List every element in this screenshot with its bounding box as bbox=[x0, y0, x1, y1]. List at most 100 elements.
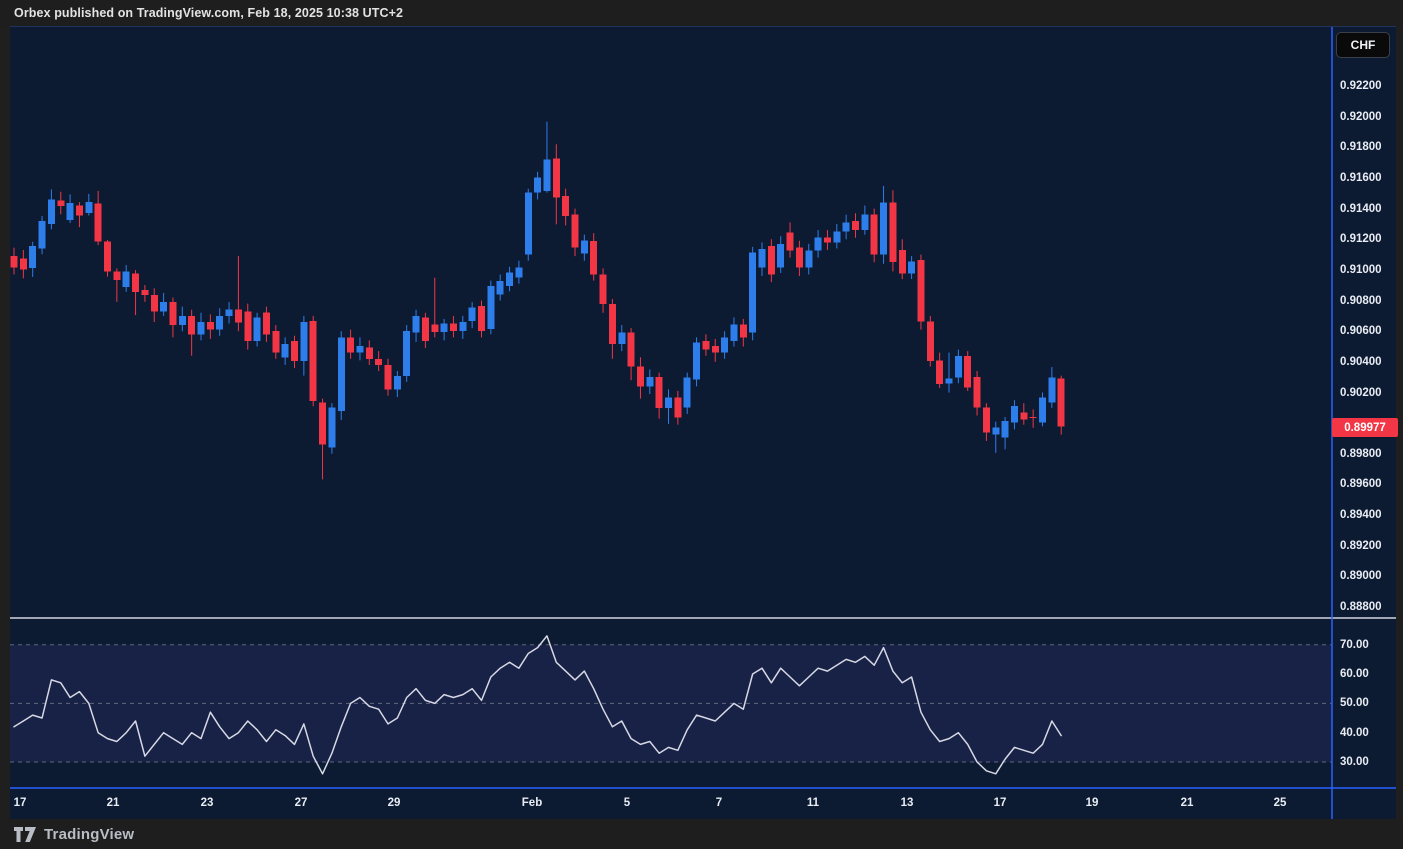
price-tick-label: 0.91200 bbox=[1340, 233, 1382, 246]
candle-body bbox=[693, 342, 701, 380]
candle-body bbox=[47, 199, 55, 224]
rsi-line bbox=[13, 635, 1062, 775]
candle-body bbox=[833, 231, 841, 243]
time-tick-label: 17 bbox=[993, 797, 1007, 809]
candle-body bbox=[1039, 397, 1046, 423]
candle-body bbox=[674, 397, 682, 418]
candle-body bbox=[244, 311, 252, 342]
price-axis[interactable]: 0.92200 0.92000 0.91800 0.91600 0.91400 0.912… bbox=[1340, 27, 1403, 788]
candle-body bbox=[964, 355, 972, 388]
candle-body bbox=[347, 337, 355, 353]
candle-body bbox=[319, 402, 327, 445]
candle-body bbox=[169, 302, 177, 326]
candle-body bbox=[889, 202, 897, 263]
time-axis[interactable]: 17 21 23 27 29 Feb 5 7 11 13 17 19 21 25 bbox=[10, 789, 1396, 820]
candle-body bbox=[1048, 377, 1056, 403]
candle-body bbox=[711, 346, 719, 353]
time-tick-label: 29 bbox=[387, 797, 401, 809]
candle-body bbox=[552, 158, 560, 198]
candle-body bbox=[749, 252, 757, 333]
candle-body bbox=[29, 245, 37, 269]
candle-body bbox=[683, 377, 691, 408]
price-tick-label: 0.92200 bbox=[1340, 80, 1382, 92]
candle-body bbox=[75, 205, 83, 216]
candle-body bbox=[113, 271, 121, 281]
price-tick-label: 0.90400 bbox=[1340, 355, 1382, 368]
candle-body bbox=[880, 202, 888, 255]
candle-body bbox=[580, 240, 588, 254]
candle-body bbox=[272, 330, 280, 353]
publish-note: Orbex published on TradingView.com, Feb … bbox=[14, 6, 404, 20]
rsi-tick-label: 70.00 bbox=[1340, 638, 1369, 651]
candle-body bbox=[767, 245, 775, 275]
candle-body bbox=[440, 323, 448, 332]
candle-body bbox=[805, 250, 813, 268]
candle-body bbox=[206, 322, 214, 330]
candle-body bbox=[646, 377, 654, 387]
price-tick-label: 0.92000 bbox=[1340, 110, 1382, 123]
candle-body bbox=[758, 249, 766, 268]
chart-canvas[interactable] bbox=[10, 27, 1396, 820]
candle-body bbox=[10, 255, 18, 268]
candle-body bbox=[459, 322, 467, 332]
candle-body bbox=[842, 222, 850, 232]
candle-body bbox=[38, 221, 46, 249]
candle-body bbox=[814, 237, 822, 251]
candle-body bbox=[328, 407, 336, 448]
rsi-tick-label: 30.00 bbox=[1340, 756, 1369, 769]
candle-body bbox=[487, 285, 495, 330]
indicator-axis[interactable]: 70.00 60.00 50.00 40.00 30.00 bbox=[1340, 27, 1403, 788]
time-tick-label: Feb bbox=[521, 797, 543, 809]
rsi-band bbox=[10, 644, 1332, 763]
candle-body bbox=[655, 377, 663, 408]
price-tick-label: 0.89000 bbox=[1340, 570, 1382, 583]
candle-body bbox=[870, 214, 878, 255]
candle-body bbox=[178, 315, 186, 326]
candle-body bbox=[739, 324, 747, 338]
candle-body bbox=[1029, 417, 1037, 419]
candle-body bbox=[188, 315, 196, 335]
candle-body bbox=[104, 241, 111, 272]
symbol-badge: CHF bbox=[1336, 32, 1390, 58]
candle-body bbox=[141, 290, 149, 296]
last-price-tag: 0.89977 bbox=[1332, 418, 1398, 437]
price-tick-label: 0.88800 bbox=[1340, 601, 1382, 614]
time-tick-label: 27 bbox=[294, 797, 308, 809]
candle-body bbox=[945, 378, 953, 384]
candle-body bbox=[506, 272, 514, 286]
candle-body bbox=[627, 332, 635, 367]
header-bar: Orbex published on TradingView.com, Feb … bbox=[0, 0, 1403, 26]
candle-body bbox=[534, 177, 542, 193]
candle-body bbox=[898, 249, 906, 274]
chart-area[interactable]: CHF 0.92200 0.92000 0.91800 0.91600 0.91400 0… bbox=[10, 26, 1398, 820]
candle-body bbox=[786, 232, 794, 251]
price-tick-label: 0.91400 bbox=[1340, 202, 1382, 215]
price-tick-label: 0.89800 bbox=[1340, 447, 1382, 460]
price-tick-label: 0.89400 bbox=[1340, 509, 1382, 522]
candle-body bbox=[543, 159, 551, 191]
candle-body bbox=[571, 214, 579, 248]
candle-body bbox=[431, 324, 439, 332]
candle-body bbox=[94, 203, 102, 242]
candle-body bbox=[496, 280, 504, 295]
candle-body bbox=[468, 307, 476, 321]
brand-name[interactable]: TradingView bbox=[44, 825, 135, 843]
candle-body bbox=[412, 316, 420, 333]
candles-series bbox=[10, 121, 1065, 480]
candle-body bbox=[1020, 412, 1028, 420]
candle-body bbox=[384, 364, 392, 390]
candle-body bbox=[636, 366, 644, 387]
symbol-badge-label: CHF bbox=[1350, 38, 1376, 52]
candle-body bbox=[197, 322, 205, 335]
candle-body bbox=[1001, 421, 1009, 438]
candle-body bbox=[281, 344, 289, 358]
candle-body bbox=[365, 347, 373, 360]
candle-body bbox=[375, 359, 383, 365]
candle-body bbox=[702, 341, 710, 350]
candle-body bbox=[599, 274, 607, 305]
candle-body bbox=[908, 261, 916, 274]
tradingview-logo-icon[interactable] bbox=[14, 826, 36, 842]
candle-body bbox=[823, 237, 831, 243]
time-tick-label: 5 bbox=[623, 797, 631, 809]
candle-body bbox=[665, 397, 672, 408]
